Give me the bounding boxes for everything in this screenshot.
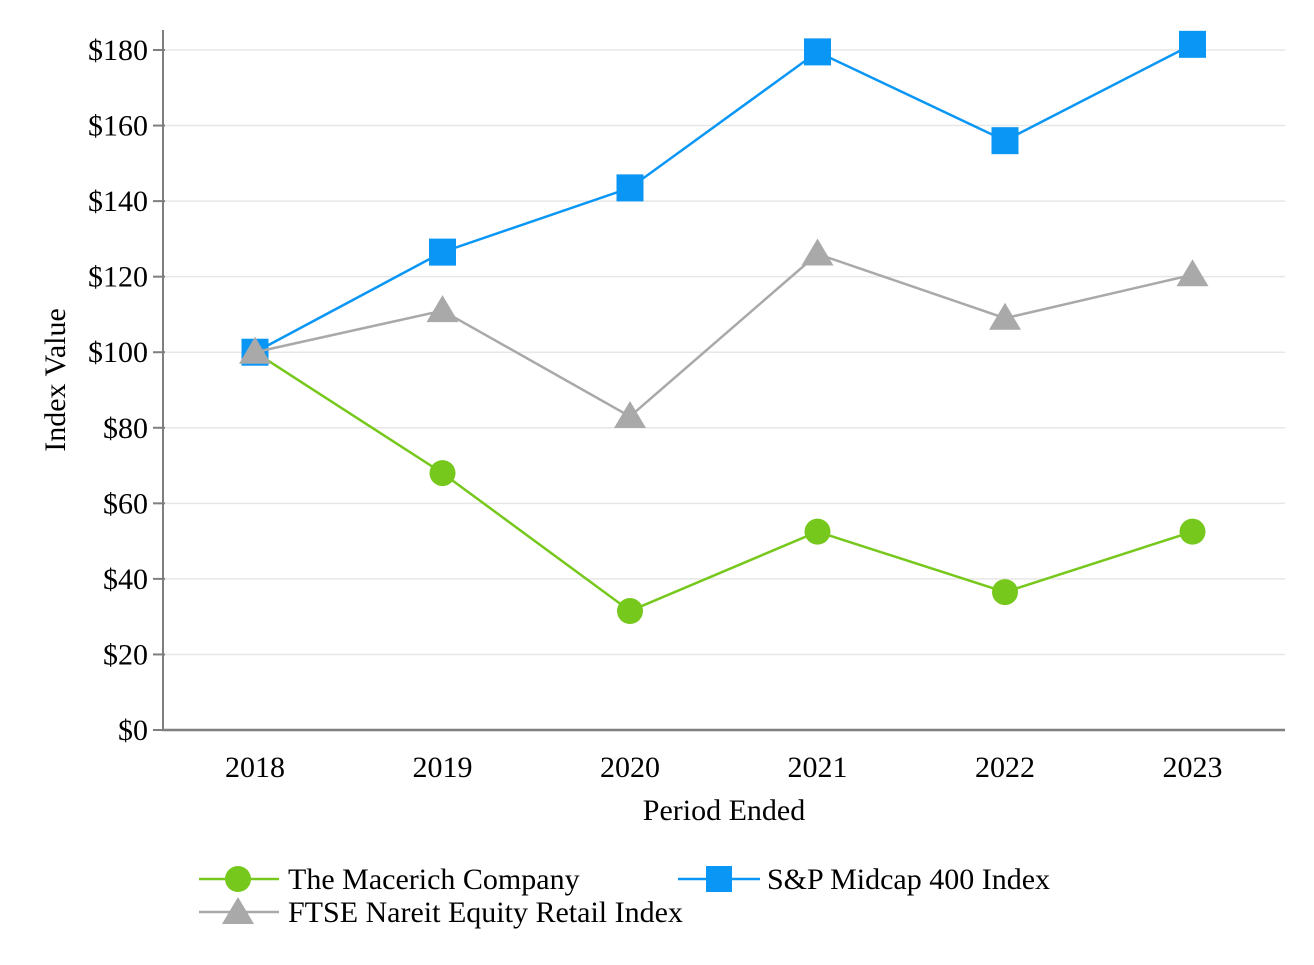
legend-label-ftse-nareit: FTSE Nareit Equity Retail Index — [288, 896, 683, 929]
x-tick-label-2023: 2023 — [1163, 751, 1223, 784]
y-tick-label-160: $160 — [88, 110, 148, 143]
x-tick-label-2019: 2019 — [413, 751, 473, 784]
marker-triangle-2021 — [801, 238, 834, 266]
series-0 — [242, 339, 1206, 624]
x-tick-label-2018: 2018 — [225, 751, 285, 784]
x-tick-label-2022: 2022 — [975, 751, 1035, 784]
gridlines-group — [163, 49, 1285, 656]
series-1 — [241, 30, 1206, 366]
y-tick-label-0: $0 — [118, 714, 148, 747]
y-tick-label-100: $100 — [88, 336, 148, 369]
marker-circle-2022 — [992, 579, 1018, 606]
y-tick-label-140: $140 — [88, 185, 148, 218]
marker-square-2023 — [1179, 30, 1206, 58]
legend-item-ftse-nareit: FTSE Nareit Equity Retail Index — [199, 896, 683, 929]
x-tick-label-2020: 2020 — [600, 751, 660, 784]
series-line-1 — [254, 43, 1194, 354]
marker-triangle-2020 — [614, 400, 646, 428]
marker-circle-2023 — [1179, 518, 1206, 545]
marker-square-2019 — [429, 238, 456, 266]
marker-circle-2020 — [617, 598, 643, 624]
y-tick-label-40: $40 — [103, 563, 148, 596]
y-tick-labels-group: $0 $20 $40 $60 $80 $100 $120 $140 $160 $180 — [88, 34, 148, 747]
legend-item-sp-midcap: S&P Midcap 400 Index — [678, 863, 1050, 896]
marker-triangle-2019 — [426, 295, 459, 323]
marker-circle-2019 — [429, 460, 456, 487]
legend-triangle-icon — [222, 897, 254, 924]
chart-legend: The Macerich Company S&P Midcap 400 Inde… — [199, 863, 1050, 929]
y-axis-title: Index Value — [39, 308, 72, 452]
series-line-0 — [254, 351, 1193, 613]
y-tick-label-60: $60 — [103, 487, 148, 520]
legend-square-icon — [706, 866, 732, 892]
series-2 — [239, 238, 1209, 428]
marker-square-2021 — [804, 38, 831, 66]
y-tick-label-120: $120 — [88, 261, 148, 294]
axes-group — [153, 30, 1285, 732]
legend-circle-icon — [225, 866, 251, 892]
y-tick-label-80: $80 — [103, 412, 148, 445]
legend-item-macerich: The Macerich Company — [199, 863, 580, 896]
x-tick-label-2021: 2021 — [788, 751, 848, 784]
legend-label-sp-midcap: S&P Midcap 400 Index — [767, 863, 1050, 896]
marker-triangle-2022 — [989, 302, 1021, 330]
series-group — [239, 30, 1209, 624]
x-tick-labels-group: 2018 2019 2020 2021 2022 2023 — [225, 751, 1223, 784]
legend-label-macerich: The Macerich Company — [288, 863, 580, 896]
marker-square-2020 — [616, 174, 644, 202]
series-line-2 — [254, 252, 1193, 418]
marker-square-2022 — [991, 127, 1019, 155]
x-axis-title: Period Ended — [643, 794, 805, 827]
y-tick-label-20: $20 — [103, 638, 148, 671]
marker-triangle-2018 — [239, 336, 271, 364]
marker-circle-2021 — [804, 518, 831, 545]
marker-triangle-2023 — [1176, 259, 1209, 287]
y-tick-label-180: $180 — [88, 34, 148, 67]
